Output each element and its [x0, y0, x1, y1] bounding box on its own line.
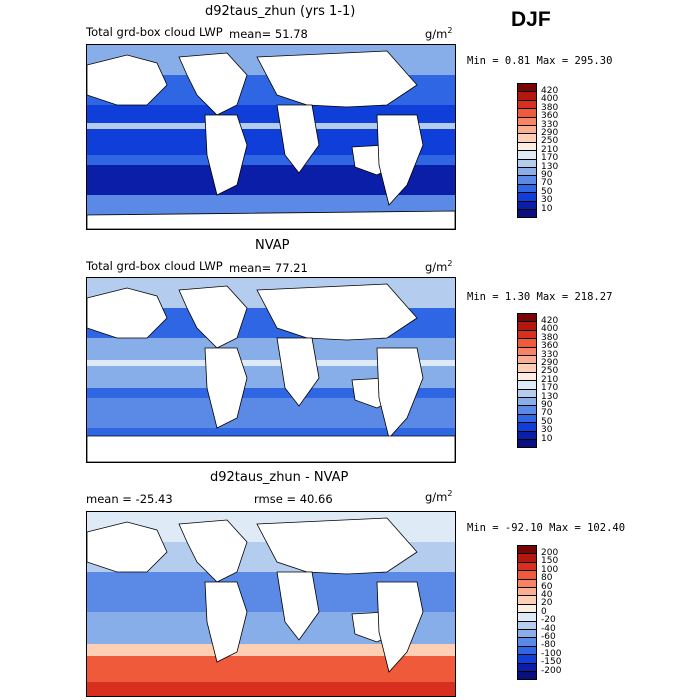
colorbar-label: -200 [541, 665, 562, 676]
variable-label: Total grd-box cloud LWP [86, 259, 223, 273]
colorbar-label: 40 [541, 589, 553, 600]
minmax-label: Min = -92.10 Max = 102.40 [467, 522, 626, 534]
colorbar-label: 290 [541, 357, 559, 368]
colorbar-label: 130 [541, 161, 559, 172]
world-map [87, 45, 455, 229]
panel-title: d92taus_zhun - NVAP [210, 470, 349, 485]
colorbar-label: 90 [541, 169, 553, 180]
colorbar-label: 360 [541, 111, 559, 122]
mean-label: mean = -25.43 [86, 492, 173, 506]
colorbar-label: 210 [541, 374, 559, 385]
panel-title: d92taus_zhun (yrs 1-1) [205, 4, 356, 19]
units-label: g/m2 [425, 259, 453, 274]
rmse-label: rmse = 40.66 [254, 492, 333, 506]
colorbar-label: 400 [541, 94, 559, 105]
colorbar-label: 420 [541, 85, 559, 96]
colorbar-label: 10 [541, 433, 553, 444]
colorbar-label: 20 [541, 598, 553, 609]
colorbar-label: -60 [541, 631, 556, 642]
colorbar-label: 90 [541, 399, 553, 410]
colorbar-label: 380 [541, 332, 559, 343]
units-label: g/m2 [425, 489, 453, 504]
colorbar-label: -20 [541, 615, 556, 626]
world-map [87, 512, 455, 696]
colorbar-label: 30 [541, 425, 553, 436]
colorbar-label: 200 [541, 547, 559, 558]
mean-label: mean= 51.78 [229, 27, 308, 41]
colorbar-label: 290 [541, 127, 559, 138]
colorbar-label: 70 [541, 178, 553, 189]
colorbar-label: 170 [541, 153, 559, 164]
colorbar-swatch [517, 671, 537, 681]
colorbar-label: 420 [541, 315, 559, 326]
colorbar-label: -150 [541, 657, 562, 668]
map-panel [86, 44, 456, 230]
variable-label: Total grd-box cloud LWP [86, 25, 223, 39]
colorbar-label: 330 [541, 119, 559, 130]
season-label: DJF [511, 8, 551, 31]
colorbar-label: 380 [541, 102, 559, 113]
colorbar-label: 330 [541, 349, 559, 360]
map-panel [86, 277, 456, 463]
colorbar-label: 100 [541, 564, 559, 575]
colorbar-label: 170 [541, 383, 559, 394]
colorbar-label: 10 [541, 203, 553, 214]
colorbar-label: 70 [541, 408, 553, 419]
colorbar-label: -100 [541, 648, 562, 659]
colorbar-swatch [517, 209, 537, 219]
colorbar-label: -80 [541, 640, 556, 651]
minmax-label: Min = 0.81 Max = 295.30 [467, 55, 613, 67]
colorbar-label: 0 [541, 606, 547, 617]
colorbar-label: 50 [541, 186, 553, 197]
colorbar-label: 30 [541, 195, 553, 206]
world-map [87, 278, 455, 462]
colorbar-swatch [517, 439, 537, 449]
colorbar-label: 150 [541, 556, 559, 567]
colorbar-label: 210 [541, 144, 559, 155]
mean-label: mean= 77.21 [229, 261, 308, 275]
colorbar-label: 360 [541, 341, 559, 352]
map-panel [86, 511, 456, 697]
units-label: g/m2 [425, 26, 453, 41]
colorbar-label: 50 [541, 416, 553, 427]
minmax-label: Min = 1.30 Max = 218.27 [467, 291, 613, 303]
colorbar-label: 250 [541, 136, 559, 147]
colorbar-label: 250 [541, 366, 559, 377]
colorbar-label: 60 [541, 581, 553, 592]
colorbar-label: 80 [541, 573, 553, 584]
panel-title: NVAP [255, 238, 290, 253]
colorbar-label: 130 [541, 391, 559, 402]
colorbar-label: 400 [541, 324, 559, 335]
colorbar-label: -40 [541, 623, 556, 634]
